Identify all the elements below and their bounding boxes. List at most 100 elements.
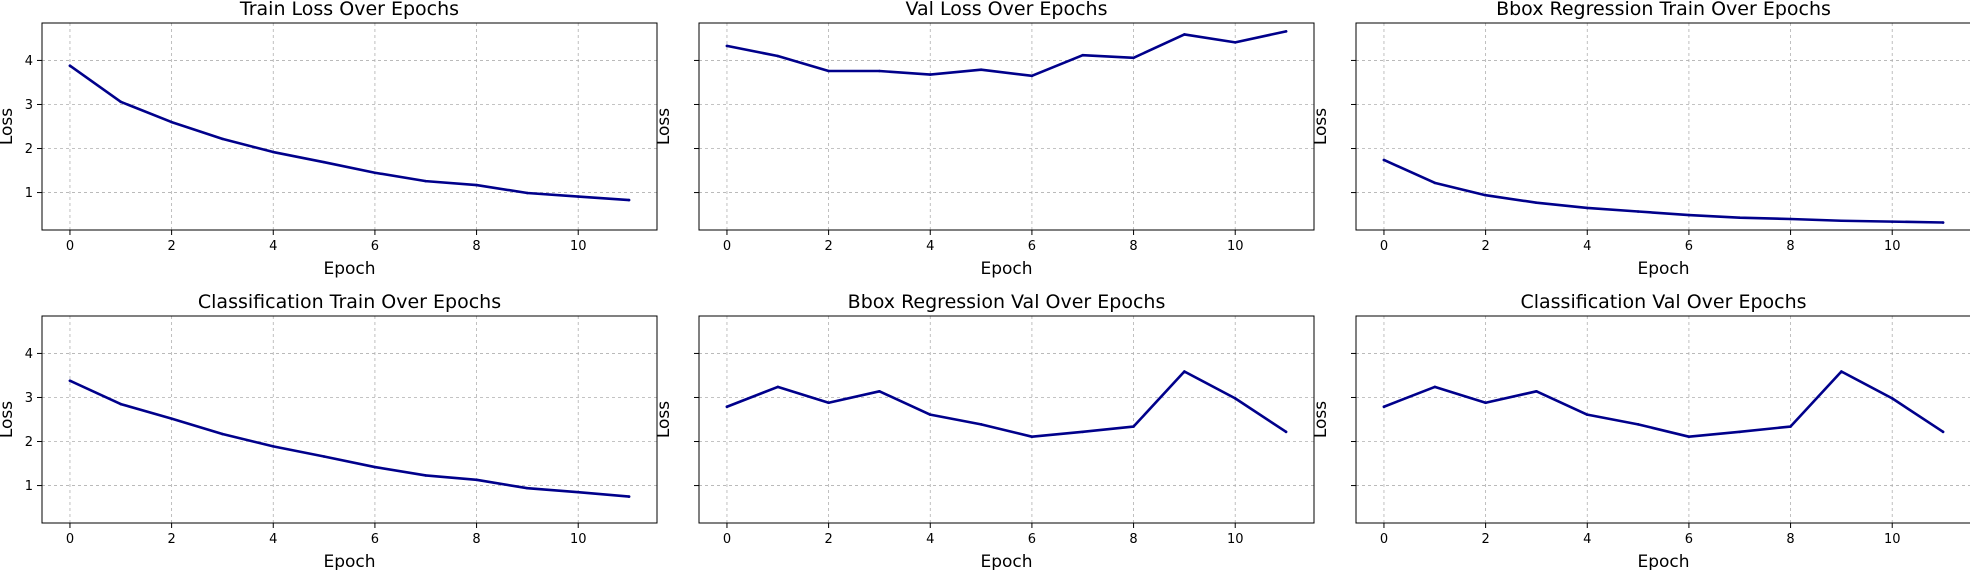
- y-tick-label: 1: [25, 479, 33, 494]
- data-point: [827, 401, 830, 405]
- data-point: [271, 445, 275, 448]
- x-tick-label: 0: [66, 239, 74, 254]
- x-tick-label: 6: [371, 532, 379, 547]
- data-point: [1636, 423, 1640, 426]
- data-point: [1132, 425, 1135, 428]
- data-point: [627, 198, 631, 202]
- data-point: [322, 160, 326, 164]
- x-axis-label: Epoch: [1637, 552, 1689, 570]
- data-point: [1484, 401, 1487, 405]
- x-tick-label: 6: [1028, 239, 1036, 254]
- data-point: [1233, 41, 1237, 44]
- x-axis-label: Epoch: [980, 259, 1032, 279]
- data-point: [827, 69, 830, 73]
- data-point: [1433, 181, 1437, 185]
- y-axis-label: Loss: [654, 401, 674, 438]
- data-point: [119, 402, 123, 406]
- axes-frame: [1355, 315, 1970, 524]
- y-tick-label: 3: [25, 98, 33, 113]
- subplot-title: Val Loss Over Epochs: [905, 0, 1107, 20]
- data-point: [526, 486, 529, 490]
- x-axis-label: Epoch: [323, 552, 375, 570]
- x-tick-label: 2: [167, 239, 175, 254]
- data-point: [1535, 201, 1538, 204]
- loss-line: [68, 64, 631, 202]
- axes-frame: [698, 315, 1315, 524]
- x-tick-label: 8: [1129, 532, 1137, 547]
- data-point: [928, 73, 932, 76]
- x-tick-label: 6: [1685, 239, 1693, 254]
- data-point: [475, 478, 478, 482]
- x-tick-label: 4: [926, 532, 934, 547]
- data-point: [68, 64, 72, 68]
- data-point: [1840, 370, 1843, 373]
- data-point: [878, 390, 881, 393]
- data-point: [1840, 219, 1843, 223]
- y-axis-label: Loss: [0, 108, 17, 145]
- x-tick-label: 8: [1786, 532, 1794, 547]
- data-point: [322, 455, 326, 458]
- axes-frame: [41, 315, 658, 524]
- y-tick-label: 2: [25, 142, 33, 157]
- data-point: [475, 183, 478, 187]
- data-point: [221, 137, 224, 141]
- x-axis-label: Epoch: [323, 259, 375, 279]
- y-tick-label: 3: [25, 391, 33, 406]
- subplot-5: 0 2 4 6 8 10 Bbox Regression Val Over Epochs Ep…: [654, 291, 1315, 570]
- x-tick-label: 0: [1380, 239, 1388, 254]
- x-tick-label: 10: [570, 532, 587, 547]
- x-tick-label: 4: [1583, 532, 1591, 547]
- x-tick-label: 8: [1129, 239, 1137, 254]
- data-point: [1183, 33, 1186, 36]
- data-point: [170, 120, 173, 124]
- data-point: [1585, 413, 1589, 416]
- subplot-2: 0 2 4 6 8 10 Val Loss Over Epochs Epoch Loss: [654, 0, 1315, 279]
- data-point: [1687, 435, 1691, 438]
- data-point: [1636, 210, 1640, 213]
- x-tick-label: 2: [824, 239, 832, 254]
- data-point: [979, 68, 983, 71]
- data-point: [170, 417, 173, 420]
- x-axis-label: Epoch: [1637, 259, 1689, 279]
- y-tick-label: 2: [25, 435, 33, 450]
- y-tick-label: 1: [25, 186, 33, 201]
- axes-frame: [41, 22, 658, 231]
- data-point: [1433, 385, 1437, 389]
- data-point: [928, 413, 932, 416]
- axes-frame: [1355, 22, 1970, 231]
- x-tick-label: 4: [1583, 239, 1591, 254]
- y-axis-label: Loss: [0, 401, 17, 438]
- data-point: [1081, 53, 1085, 57]
- y-tick-label: 4: [25, 54, 33, 69]
- data-point: [1687, 213, 1691, 217]
- data-point: [221, 432, 224, 436]
- y-tick-label: 4: [25, 347, 33, 362]
- x-tick-label: 6: [1028, 532, 1036, 547]
- data-point: [271, 150, 275, 154]
- data-point: [1789, 425, 1792, 428]
- data-point: [1585, 206, 1589, 210]
- x-tick-label: 4: [926, 239, 934, 254]
- x-tick-label: 10: [1227, 239, 1244, 254]
- x-tick-label: 4: [269, 532, 277, 547]
- x-tick-label: 6: [371, 239, 379, 254]
- data-point: [1132, 56, 1135, 60]
- x-tick-label: 0: [723, 532, 731, 547]
- data-point: [1890, 220, 1894, 223]
- subplot-title: Classification Val Over Epochs: [1520, 291, 1806, 313]
- y-axis-label: Loss: [1311, 108, 1331, 145]
- data-point: [373, 465, 377, 469]
- data-point: [1081, 430, 1085, 434]
- data-point: [1535, 390, 1538, 393]
- data-point: [1738, 430, 1742, 434]
- subplot-title: Bbox Regression Val Over Epochs: [848, 291, 1166, 313]
- data-point: [1890, 397, 1894, 400]
- data-point: [1941, 221, 1945, 224]
- data-point: [1284, 430, 1288, 434]
- loss-line: [68, 379, 631, 498]
- x-tick-label: 10: [570, 239, 587, 254]
- data-point: [68, 379, 72, 383]
